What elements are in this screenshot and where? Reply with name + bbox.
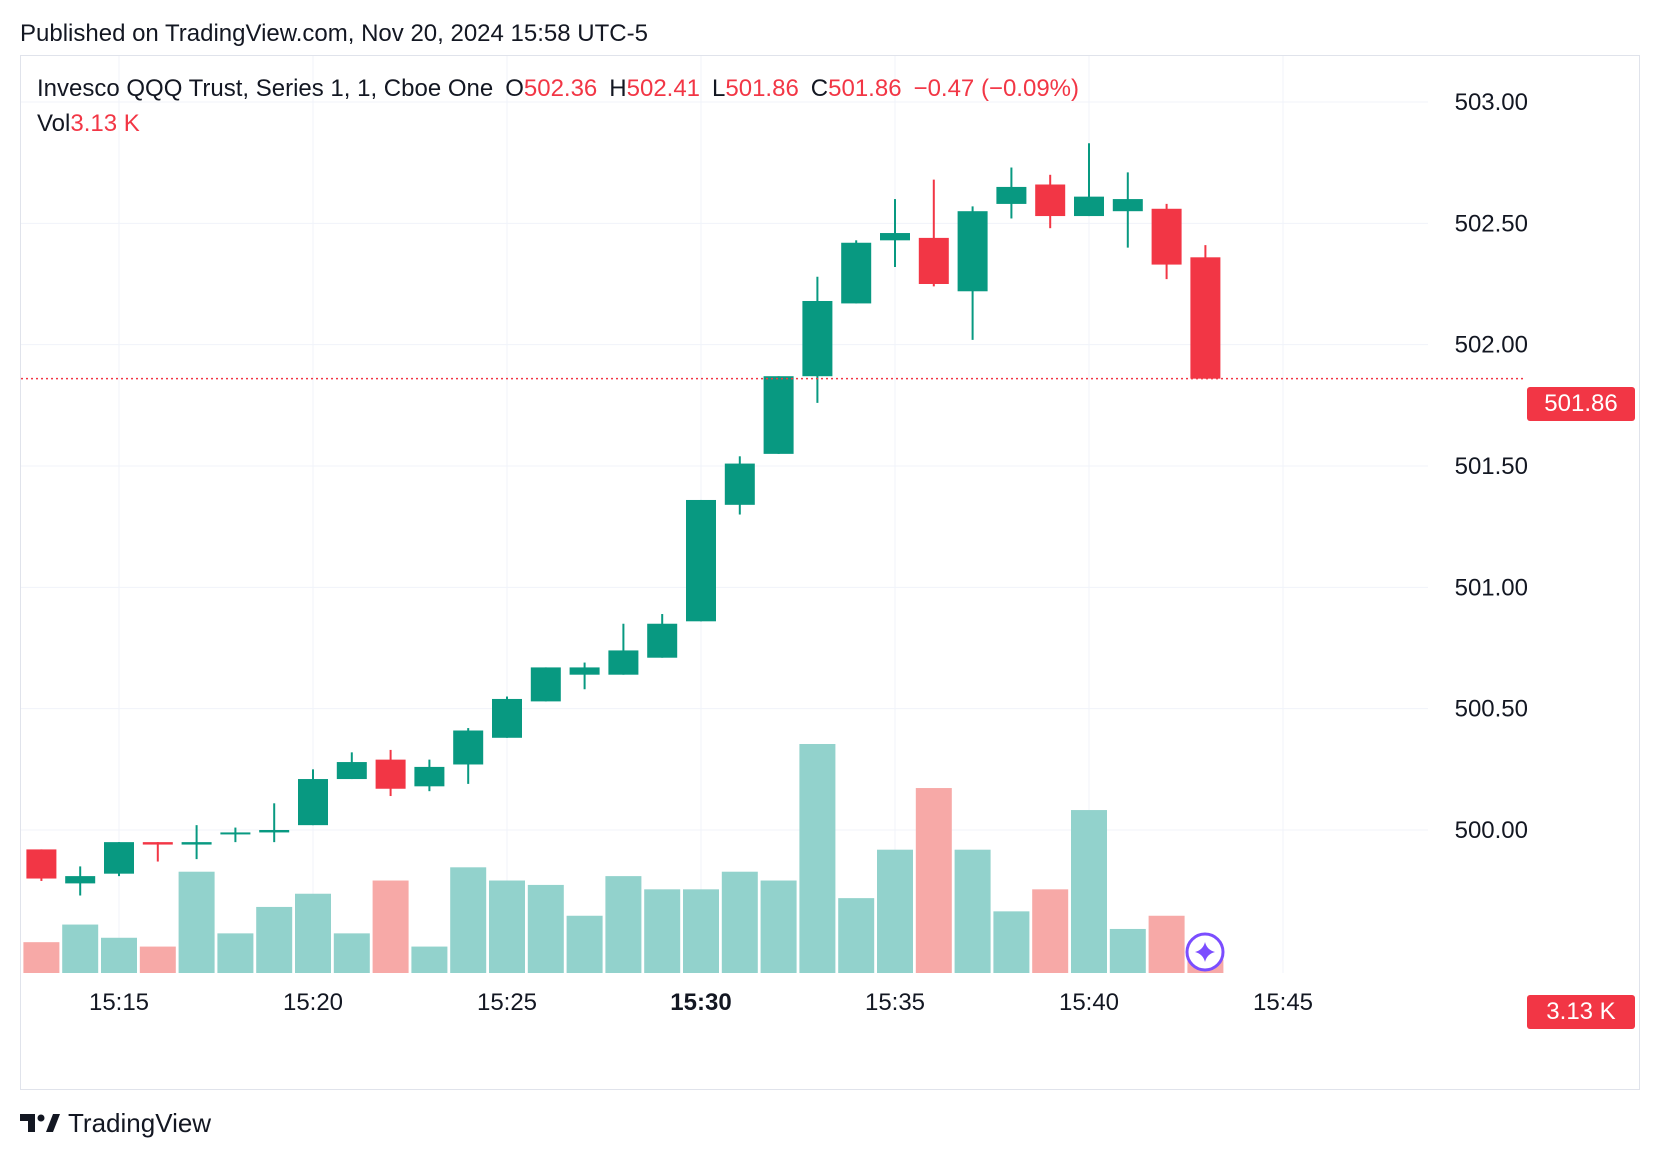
volume-bar [101,937,137,973]
volume-bar [1032,889,1069,973]
volume-bar [23,942,60,973]
high-value: 502.41 [626,75,701,102]
symbol-name[interactable]: Invesco QQQ Trust, Series 1, 1, Cboe One [37,75,494,102]
candle-body [220,832,251,835]
candle-body [26,849,57,879]
volume-bar [217,933,254,973]
candle-body [65,876,96,884]
price-axis-label: 502.00 [1455,332,1528,359]
price-axis-label: 502.50 [1455,210,1528,237]
close-label: C [810,75,829,102]
candle-body [608,650,639,675]
candle-body [104,842,134,874]
chart-frame [20,55,1640,1090]
volume-bar [178,871,215,973]
volume-bar [1109,928,1146,973]
candle-body [414,766,445,787]
volume-bar [954,849,991,973]
volume-bar [605,876,642,973]
candle-body [569,667,600,675]
candle-body [259,830,290,833]
volume-bar [489,880,525,973]
volume-bar [721,871,758,973]
time-axis-label: 15:15 [89,989,149,1016]
time-axis-label: 15:25 [477,989,537,1016]
candle-body [1112,199,1143,212]
time-axis-label: 15:30 [670,989,731,1016]
candle-body [957,211,988,292]
price-axis-label: 501.00 [1455,574,1528,601]
volume-bar [993,911,1030,973]
candle-body [181,842,212,845]
volume-bar [295,893,331,973]
volume-bar [372,880,409,973]
tradingview-logo-icon [20,1114,60,1132]
volume-legend: Vol3.13 K [37,110,140,138]
volume-bar [450,867,487,973]
published-caption: Published on TradingView.com, Nov 20, 20… [20,20,648,47]
candle-body [1190,257,1221,379]
volume-bar [1148,915,1185,973]
volume-bar [1071,810,1107,973]
change-value: −0.47 (−0.09%) [913,75,1079,102]
candle-body [336,762,367,780]
candle-body [530,667,561,702]
candle-body [880,233,910,241]
candle-body [492,698,522,738]
close-value: 501.86 [828,75,902,102]
volume-bar [683,889,719,973]
sparkle-icon[interactable] [1185,932,1225,972]
time-axis-label: 15:40 [1059,989,1119,1016]
candle-body [724,463,755,505]
low-label: L [712,75,726,102]
candle-body [298,779,328,826]
candle-body [1074,196,1104,217]
volume-bar [644,889,681,973]
volume-bar [139,946,176,973]
volume-bar [760,880,797,973]
price-axis-label: 500.00 [1455,817,1528,844]
tradingview-brand: TradingView [68,1107,212,1138]
time-axis-label: 15:35 [865,989,925,1016]
candle-body [841,242,872,304]
volume-bar [799,744,836,973]
volume-bar [411,946,448,973]
volume-bar [566,915,603,973]
price-axis-label: 501.50 [1455,453,1528,480]
volume-bar [333,933,370,973]
candle-body [686,499,716,622]
ohlc-legend: Invesco QQQ Trust, Series 1, 1, Cboe One… [37,75,1079,103]
volume-bar [62,924,99,973]
time-axis-label: 15:20 [283,989,343,1016]
volume-bar [838,898,875,973]
open-value: 502.36 [523,75,598,102]
volume-bar [527,884,564,973]
price-axis-label: 503.00 [1455,89,1528,116]
tradingview-footer[interactable]: TradingView [20,1108,211,1138]
price-axis-label: 500.50 [1455,696,1528,723]
last-volume-tag: 3.13 K [1527,995,1635,1029]
candle-body [802,300,833,377]
candle-body [375,759,406,789]
candle-body [142,842,173,845]
candle-body [1035,184,1066,217]
volume-bar [915,788,952,973]
vol-value: 3.13 K [70,110,140,137]
candle-body [1151,208,1182,265]
open-label: O [505,75,524,102]
high-label: H [609,75,627,102]
last-price-tag: 501.86 [1527,387,1635,421]
candle-body [763,376,794,454]
volume-bar [877,849,913,973]
time-axis-label: 15:45 [1253,989,1313,1016]
candle-body [918,237,949,284]
low-value: 501.86 [725,75,799,102]
candle-body [453,730,484,765]
vol-label[interactable]: Vol [37,110,71,137]
candle-body [996,186,1027,204]
volume-bar [256,906,293,973]
candle-body [647,623,678,658]
